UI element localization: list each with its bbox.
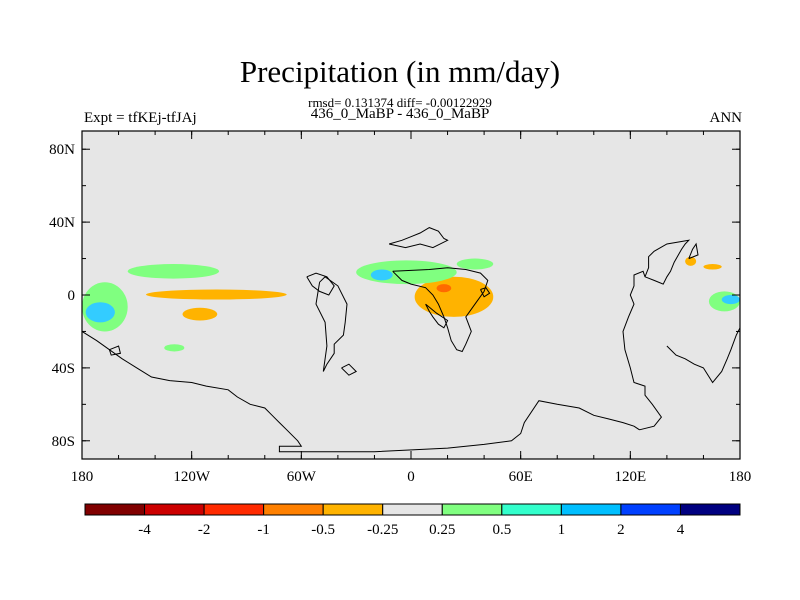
colorbar-label: -2 bbox=[198, 522, 211, 538]
lon-tick-label: 120E bbox=[614, 469, 646, 485]
anomaly-west-pacific-strong-positive bbox=[85, 302, 115, 323]
colorbar-swatch bbox=[560, 503, 622, 516]
maritime-outline bbox=[666, 327, 741, 384]
axis-ticks: 180 120W 60W 0 60E 120E 180 80N 40N 0 40S 80S bbox=[49, 131, 751, 485]
central-america-outline bbox=[306, 272, 335, 296]
anomaly-arabian-positive bbox=[456, 258, 494, 270]
colorbar: -4 -2 -1 -0.5 -0.25 0.25 0.5 1 2 4 bbox=[84, 503, 741, 538]
colorbar-swatch bbox=[382, 503, 443, 516]
rmsd-diff-stats: rmsd= 0.131374 diff= -0.00122929 bbox=[308, 95, 492, 110]
madagascar-outline bbox=[425, 303, 449, 329]
continent-outlines bbox=[81, 227, 741, 453]
anomaly-warm-pool-negative-2 bbox=[703, 264, 722, 270]
colorbar-swatch bbox=[263, 503, 324, 516]
colorbar-label: 2 bbox=[617, 522, 625, 538]
colorbar-swatch bbox=[84, 503, 146, 516]
anomaly-atlantic-positive bbox=[356, 260, 457, 285]
lon-tick-label: 180 bbox=[71, 469, 94, 485]
lat-tick-label: 40N bbox=[49, 215, 75, 231]
colorbar-swatch bbox=[441, 503, 503, 516]
colorbar-label: 1 bbox=[558, 522, 566, 538]
season-label: ANN bbox=[709, 110, 743, 126]
colorbar-swatch bbox=[679, 503, 741, 516]
lon-tick-label: 0 bbox=[407, 469, 415, 485]
anomaly-east-maritime-strong-positive bbox=[721, 295, 740, 305]
africa-outline bbox=[392, 267, 489, 353]
experiment-label: Expt = tfKEj-tfJAj bbox=[84, 110, 197, 126]
lat-tick-label: 40S bbox=[52, 361, 75, 377]
lat-tick-label: 80N bbox=[49, 142, 75, 158]
plot-subtitle: 436_0_MaBP - 436_0_MaBP bbox=[310, 106, 490, 122]
anomaly-warm-pool-negative-1 bbox=[685, 256, 697, 266]
east-asia-island-outline bbox=[688, 242, 699, 260]
anomaly-africa-strong-negative bbox=[436, 284, 452, 293]
colorbar-label: 0.25 bbox=[429, 522, 455, 538]
anomaly-south-pacific-negative bbox=[182, 307, 218, 321]
lon-tick-label: 60E bbox=[509, 469, 533, 485]
colorbar-label: -0.25 bbox=[367, 522, 398, 538]
colorbar-swatch bbox=[322, 503, 384, 516]
colorbar-label: 0.5 bbox=[492, 522, 511, 538]
lat-tick-label: 80S bbox=[52, 434, 75, 450]
caribbean-island-outline bbox=[341, 363, 358, 376]
anomaly-north-pacific-positive bbox=[127, 264, 220, 279]
colorbar-label: -0.5 bbox=[311, 522, 335, 538]
lon-tick-label: 60W bbox=[287, 469, 317, 485]
anomaly-regions bbox=[82, 256, 740, 352]
arabia-outline bbox=[480, 287, 491, 298]
asia-outline bbox=[622, 239, 691, 431]
colorbar-label: -1 bbox=[257, 522, 270, 538]
anomaly-south-pacific-positive-small bbox=[164, 344, 185, 352]
lon-tick-label: 180 bbox=[729, 469, 752, 485]
colorbar-swatch bbox=[620, 503, 681, 516]
plot-title: Precipitation (in mm/day) bbox=[239, 54, 561, 89]
americas-outline bbox=[81, 330, 640, 453]
anomaly-central-pacific-negative bbox=[145, 289, 287, 300]
lat-tick-label: 0 bbox=[68, 288, 76, 304]
lon-tick-label: 120W bbox=[173, 469, 211, 485]
south-america-outline bbox=[315, 276, 348, 372]
colorbar-swatch bbox=[203, 503, 265, 516]
pacific-island-outline bbox=[108, 345, 122, 356]
colorbar-swatch bbox=[144, 503, 205, 516]
colorbar-swatch bbox=[501, 503, 562, 516]
europe-outline bbox=[388, 227, 449, 249]
colorbar-label: -4 bbox=[138, 522, 151, 538]
colorbar-label: 4 bbox=[677, 522, 685, 538]
anomaly-atlantic-strong-positive bbox=[370, 269, 393, 281]
